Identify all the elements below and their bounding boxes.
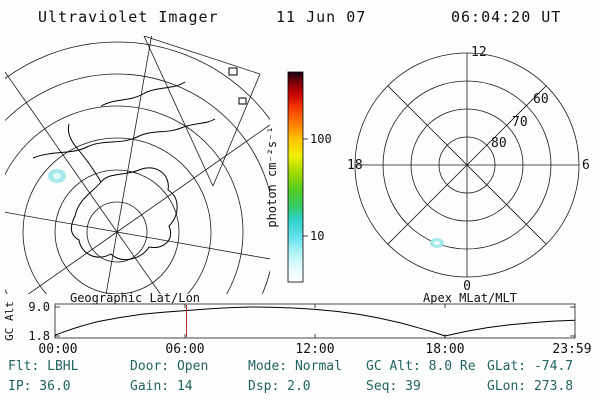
mlt-label-0: 0 [463, 279, 471, 294]
strip-xtick-1800: 18:00 [425, 342, 464, 357]
status-glon: GLon: 273.8 [487, 379, 574, 394]
geographic-map-panel [5, 36, 270, 294]
strip-chart-ticks [54, 304, 576, 338]
mlat-ring-label-80: 80 [491, 136, 507, 151]
auroral-emission-geo [48, 169, 66, 183]
apex-polar-panel: 12 18 6 0 60 70 80 [347, 45, 590, 294]
altitude-strip-chart: GC Alt 9.0 1.8 00:00 06:00 12:00 18:00 2… [3, 300, 592, 357]
auroral-emission-apex [430, 238, 444, 248]
coastline-upper [32, 118, 216, 159]
colorbar-units-label: photon cm⁻²s⁻¹ [265, 126, 279, 227]
colorbar-tick-label-100: 100 [310, 132, 332, 146]
coastline-top [100, 81, 186, 107]
observation-time: 06:04:20 UT [451, 8, 562, 26]
aurora-blob-core [53, 173, 61, 179]
status-glat: GLat: -74.7 [487, 359, 574, 374]
strip-ytick-max: 9.0 [28, 300, 50, 314]
peninsula-coastline [67, 123, 102, 183]
colorbar-scale [287, 71, 304, 283]
aurora-blob-core [434, 241, 440, 245]
coastlines [32, 67, 247, 261]
status-mode: Mode: Normal [248, 359, 342, 374]
strip-ytick-min: 1.8 [28, 329, 50, 343]
status-gc-alt: GC Alt: 8.0 Re [366, 359, 476, 374]
mlt-label-18: 18 [347, 158, 363, 173]
strip-xtick-0000: 00:00 [38, 342, 77, 357]
island-outline [238, 97, 247, 105]
mlt-label-12: 12 [471, 45, 487, 60]
app-title: Ultraviolet Imager [38, 8, 219, 26]
antarctica-coastline [70, 167, 178, 261]
strip-xtick-2359: 23:59 [552, 342, 591, 357]
status-ip: IP: 36.0 [8, 379, 71, 394]
status-dsp: Dsp: 2.0 [248, 379, 311, 394]
status-filter: Flt: LBHL [8, 359, 79, 374]
observation-date: 11 Jun 07 [276, 8, 367, 26]
strip-xtick-0600: 06:00 [165, 342, 204, 357]
geographic-panel-caption: Geographic Lat/Lon [69, 291, 201, 305]
longitude-meridians [5, 36, 270, 294]
colorbar-tick-label-10: 10 [310, 229, 324, 243]
strip-xtick-1200: 12:00 [295, 342, 334, 357]
island-outline [228, 67, 238, 76]
mlat-ring-label-70: 70 [512, 115, 528, 130]
mlat-ring-label-60: 60 [533, 92, 549, 107]
status-gain: Gain: 14 [130, 379, 193, 394]
apex-panel-caption: Apex MLat/MLT [423, 291, 517, 305]
colorbar: 100 10 photon cm⁻²s⁻¹ [265, 71, 332, 283]
fov-wedge [143, 36, 261, 187]
mlt-spokes [355, 53, 579, 277]
status-door: Door: Open [130, 359, 209, 374]
strip-ylabel: GC Alt [3, 301, 16, 341]
status-seq: Seq: 39 [366, 379, 421, 394]
mlt-label-6: 6 [582, 158, 590, 173]
altitude-curve [54, 306, 576, 337]
latitude-circles [5, 41, 270, 294]
